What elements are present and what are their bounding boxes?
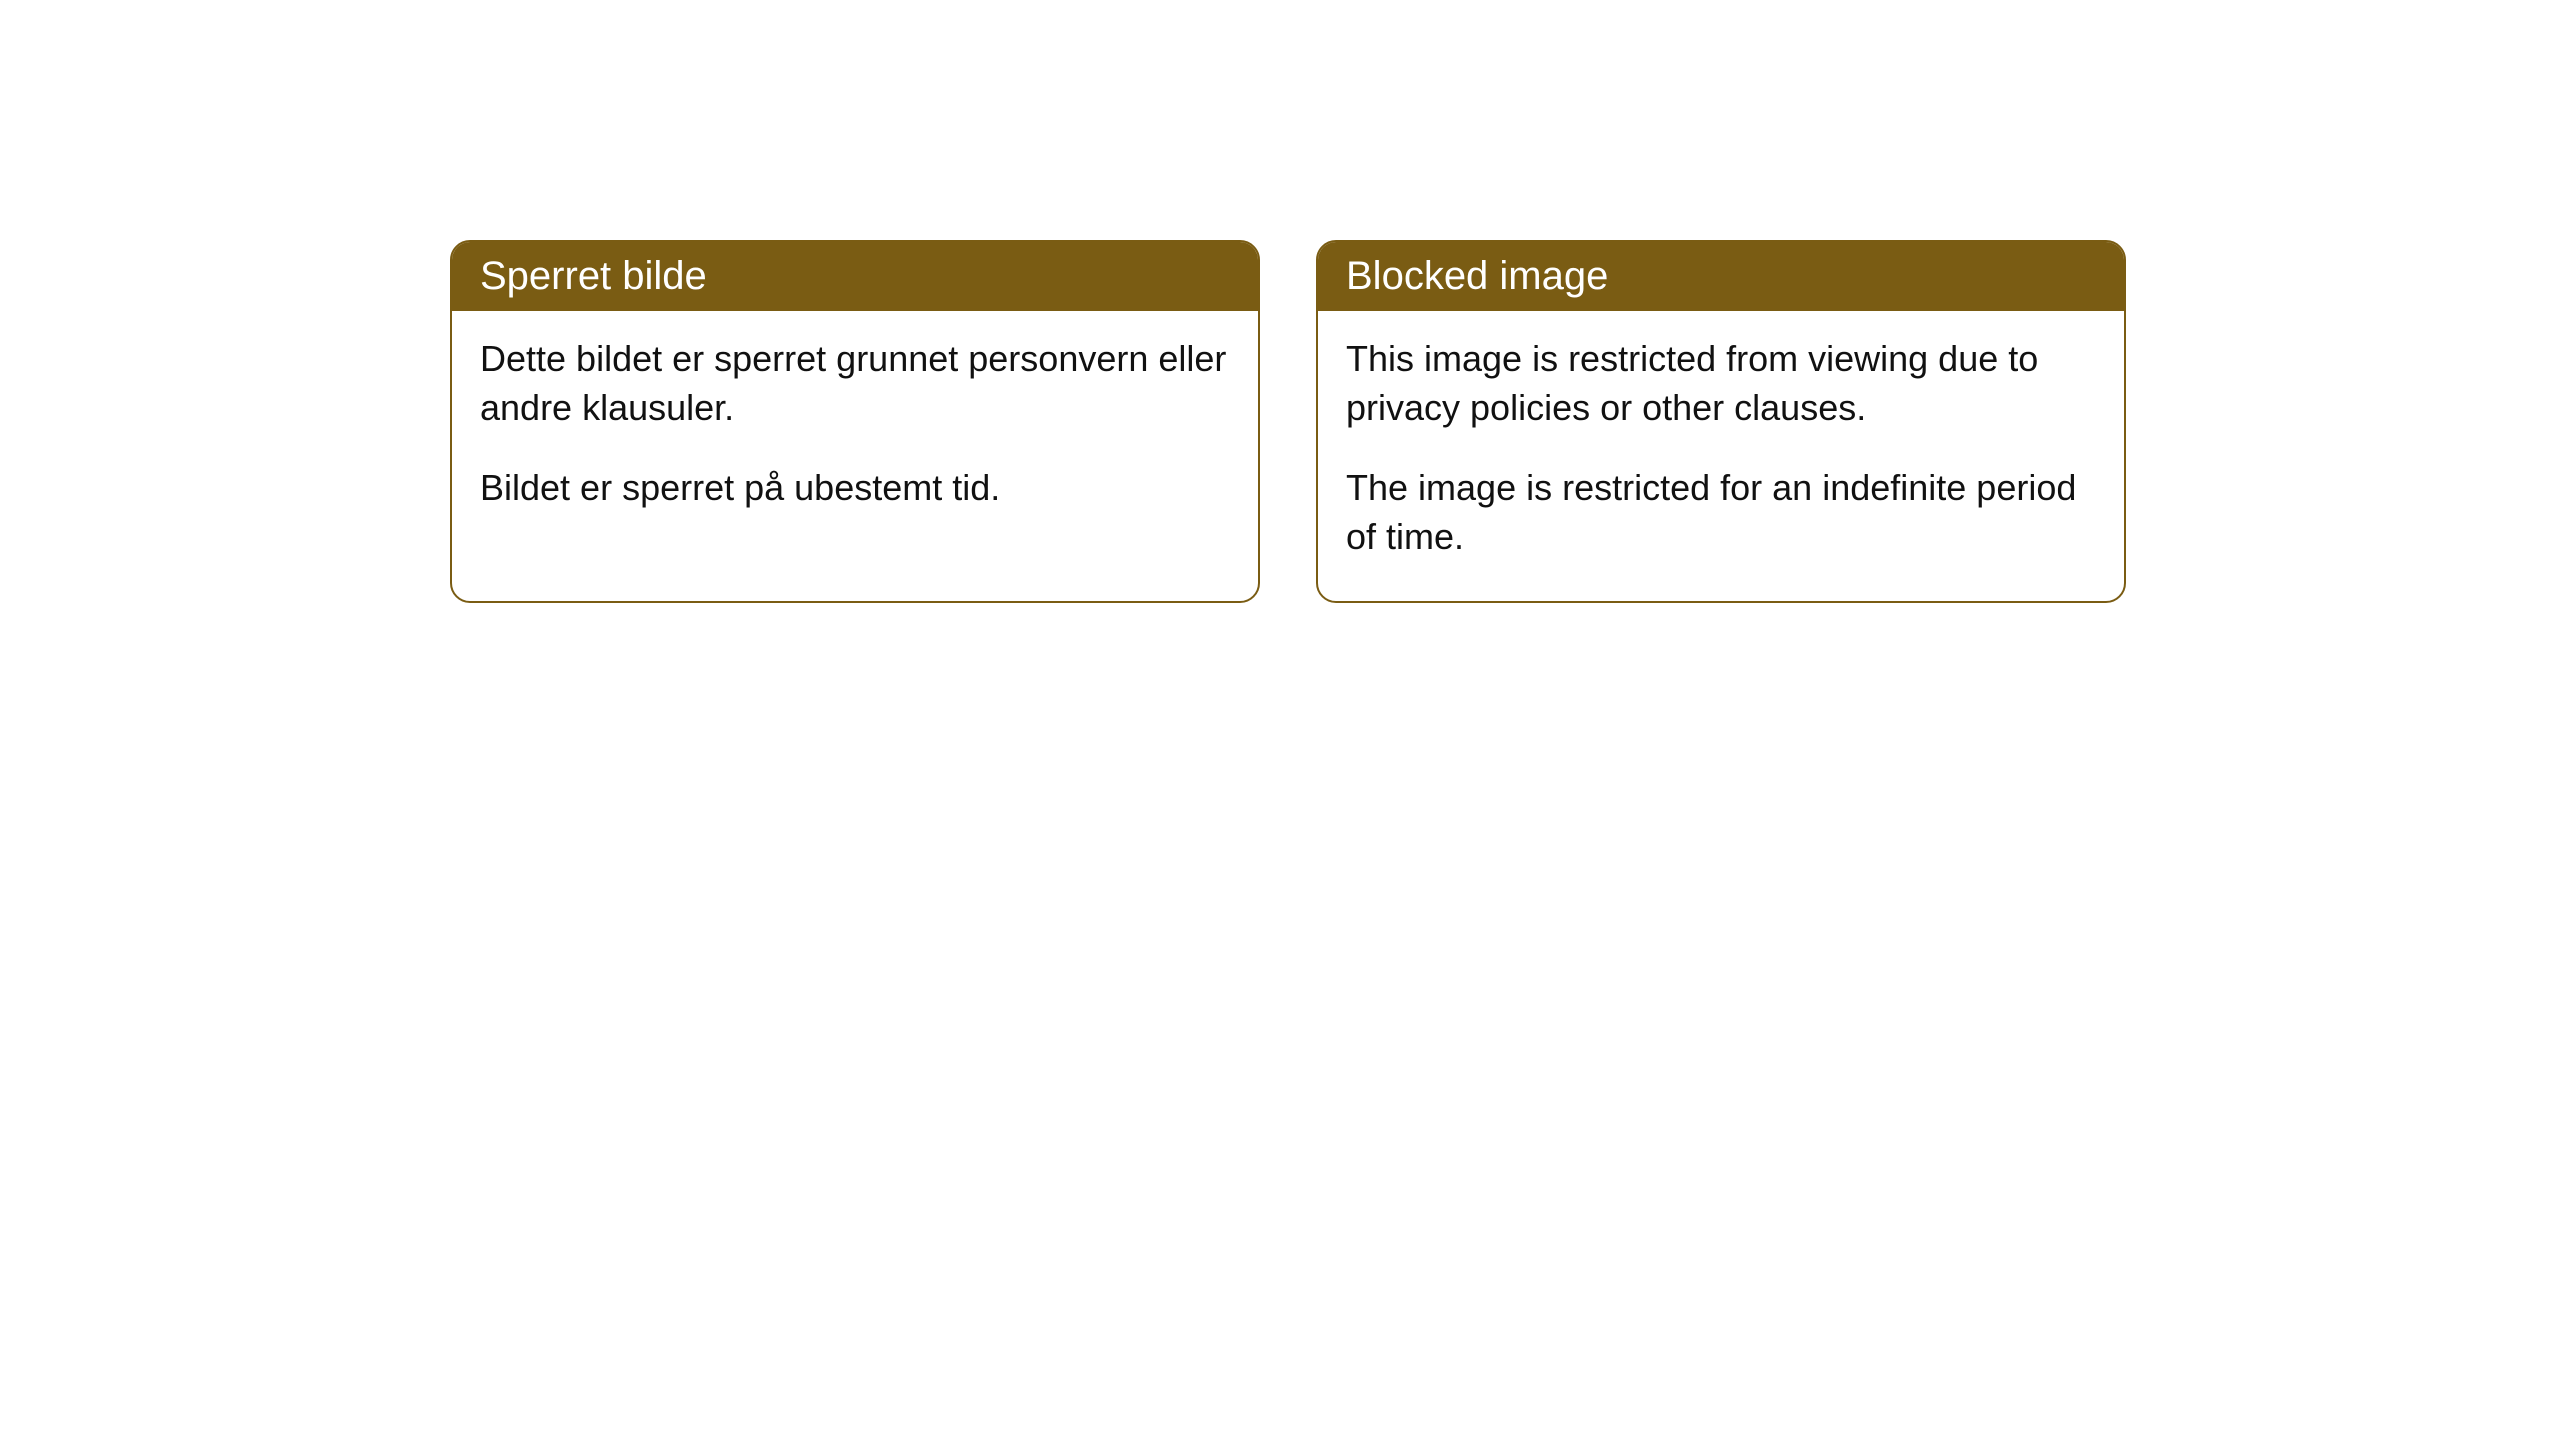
card-title: Sperret bilde: [480, 254, 707, 298]
card-body: Dette bildet er sperret grunnet personve…: [452, 311, 1258, 553]
card-title: Blocked image: [1346, 254, 1608, 298]
card-header: Blocked image: [1318, 242, 2124, 311]
blocked-image-card-english: Blocked image This image is restricted f…: [1316, 240, 2126, 603]
card-paragraph: Dette bildet er sperret grunnet personve…: [480, 335, 1230, 432]
card-paragraph: Bildet er sperret på ubestemt tid.: [480, 464, 1230, 513]
notice-cards-container: Sperret bilde Dette bildet er sperret gr…: [0, 0, 2560, 603]
card-header: Sperret bilde: [452, 242, 1258, 311]
blocked-image-card-norwegian: Sperret bilde Dette bildet er sperret gr…: [450, 240, 1260, 603]
card-paragraph: This image is restricted from viewing du…: [1346, 335, 2096, 432]
card-paragraph: The image is restricted for an indefinit…: [1346, 464, 2096, 561]
card-body: This image is restricted from viewing du…: [1318, 311, 2124, 601]
